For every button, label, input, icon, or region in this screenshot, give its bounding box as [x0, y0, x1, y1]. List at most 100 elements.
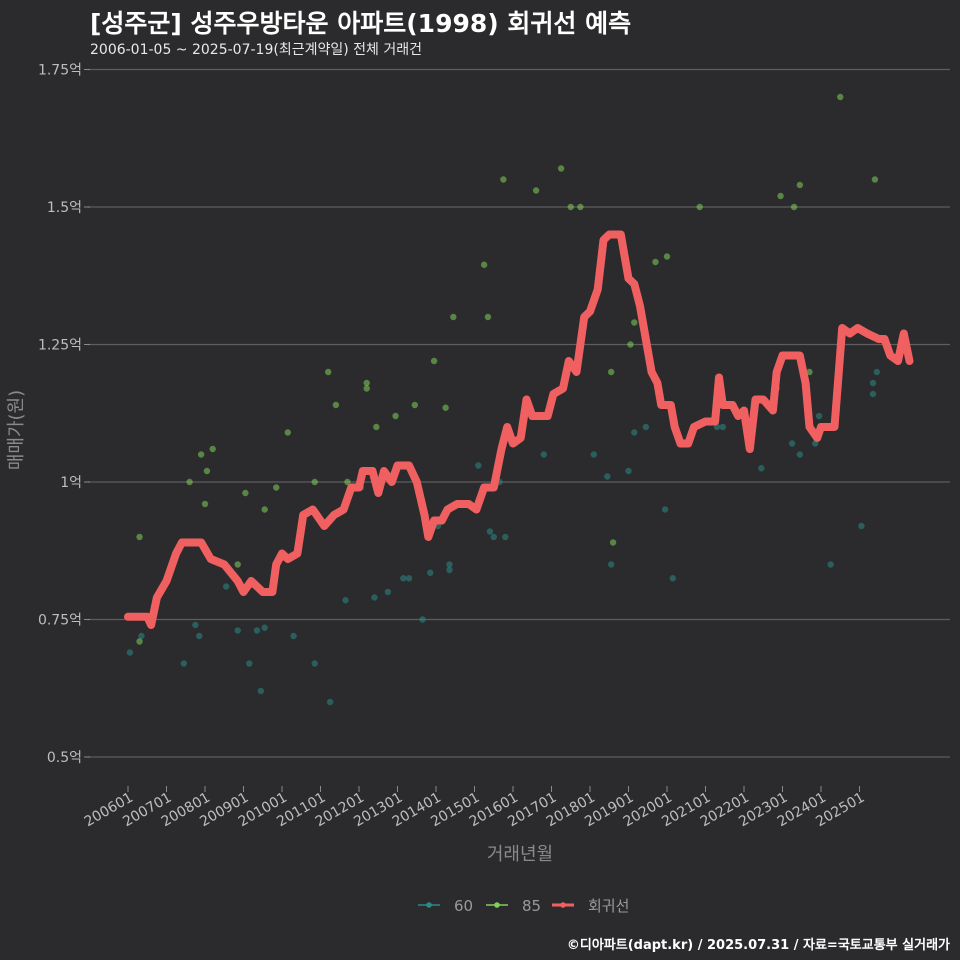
data-point-85	[567, 203, 574, 211]
regression-line-layer	[124, 230, 914, 629]
data-point-85	[325, 368, 332, 376]
chart-title: [성주군] 성주우방타운 아파트(1998) 회귀선 예측	[90, 9, 632, 38]
data-point-85	[806, 368, 813, 376]
y-axis-title: 매매가(원)	[6, 390, 27, 470]
data-point-60	[400, 575, 407, 582]
data-point-60	[869, 390, 877, 398]
data-point-60	[540, 451, 547, 458]
data-point-60	[869, 379, 877, 387]
data-point-60	[371, 594, 378, 601]
legend-label: 85	[522, 897, 541, 915]
data-point-60	[234, 627, 241, 634]
data-point-85	[186, 478, 193, 486]
data-point-60	[246, 660, 253, 667]
legend: 60 85 회귀선	[418, 897, 629, 915]
grid-lines	[88, 68, 950, 758]
data-point-60	[384, 588, 392, 596]
data-point-60	[138, 632, 145, 640]
data-point-85	[344, 478, 351, 486]
data-point-85	[480, 261, 488, 268]
data-point-85	[631, 319, 638, 326]
y-axis: 0.5억 0.75억 1억 1.25억 1.5억 1.75억	[38, 63, 90, 766]
y-tick-label: 1.75억	[38, 63, 82, 79]
data-point-60	[196, 632, 203, 640]
data-point-60	[427, 569, 434, 576]
data-point-85	[484, 313, 492, 321]
legend-key-dot	[560, 902, 566, 908]
data-point-85	[450, 313, 457, 321]
data-point-85	[392, 412, 399, 420]
data-point-85	[284, 429, 291, 436]
data-point-60	[604, 473, 611, 480]
data-point-85	[203, 467, 211, 475]
y-tick-label: 0.75억	[38, 613, 82, 629]
data-point-85	[796, 181, 804, 189]
data-point-60	[405, 575, 413, 582]
data-point-85	[373, 423, 380, 431]
data-point-60	[661, 506, 669, 513]
data-point-60	[261, 624, 268, 631]
data-point-60	[490, 533, 497, 541]
data-point-85	[430, 357, 438, 365]
data-point-60	[631, 429, 638, 436]
data-point-85	[209, 445, 216, 453]
data-point-60	[502, 533, 509, 541]
data-point-60	[257, 687, 265, 695]
data-point-60	[827, 561, 834, 568]
x-axis: 2006012007012008012009012010012011012012…	[82, 786, 868, 830]
data-point-60	[642, 423, 650, 431]
data-point-60	[326, 698, 334, 706]
legend-key-dot	[494, 902, 500, 908]
data-point-85	[363, 385, 370, 392]
data-point-85	[663, 253, 671, 260]
data-point-85	[242, 489, 249, 497]
data-point-60	[873, 368, 881, 376]
data-point-85	[777, 192, 784, 200]
data-point-85	[577, 203, 584, 211]
data-point-85	[607, 368, 615, 376]
data-point-85	[652, 258, 659, 266]
data-point-60	[311, 660, 318, 667]
data-point-60	[815, 412, 823, 420]
data-point-85	[332, 401, 340, 409]
data-point-60	[486, 528, 494, 535]
data-point-60	[788, 440, 796, 447]
data-point-60	[180, 660, 188, 667]
chart-subtitle: 2006-01-05 ~ 2025-07-19(최근계약일) 전체 거래건	[90, 42, 422, 58]
legend-label: 회귀선	[588, 897, 629, 915]
y-tick-label: 1.25억	[38, 338, 82, 354]
x-axis-title: 거래년월	[487, 844, 553, 865]
data-point-85	[363, 379, 370, 387]
data-point-60	[475, 462, 482, 469]
data-point-85	[234, 561, 241, 568]
data-point-85	[500, 176, 507, 183]
data-point-85	[790, 203, 798, 211]
data-point-85	[837, 93, 844, 101]
data-point-85	[696, 203, 703, 211]
data-point-85	[557, 165, 565, 172]
data-point-85	[201, 500, 209, 508]
data-point-85	[311, 478, 318, 486]
data-point-85	[273, 484, 280, 491]
data-point-60	[858, 522, 865, 530]
source-caption: ©디아파트(dapt.kr) / 2025.07.31 / 자료=국토교통부 실…	[566, 938, 950, 953]
data-point-60	[719, 423, 727, 431]
data-point-60	[446, 566, 453, 574]
data-point-60	[625, 467, 632, 475]
data-point-60	[290, 632, 297, 640]
data-point-60	[192, 621, 199, 629]
data-point-60	[758, 465, 765, 472]
data-point-60	[796, 451, 804, 458]
data-point-85	[411, 401, 419, 409]
data-point-85	[871, 176, 879, 183]
data-point-60	[607, 561, 615, 568]
data-point-85	[197, 451, 205, 458]
series-85-points	[136, 93, 879, 645]
data-point-60	[222, 583, 230, 590]
data-point-60	[342, 597, 349, 604]
data-point-85	[627, 341, 634, 348]
y-tick-label: 1억	[60, 475, 82, 491]
y-tick-label: 1.5억	[47, 200, 82, 216]
data-point-60	[126, 649, 134, 656]
